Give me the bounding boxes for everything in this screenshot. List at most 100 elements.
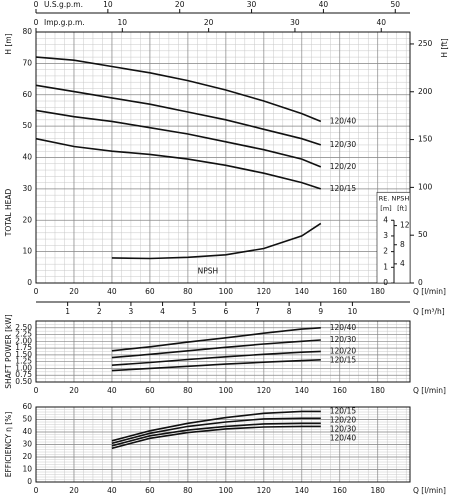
npsh-m-tick-label: 4 xyxy=(383,215,388,224)
x-tick-label: 180 xyxy=(371,287,386,296)
x-tick-label: 160 xyxy=(333,287,348,296)
x-tick-label: 20 xyxy=(69,386,79,395)
x-tick-label: 140 xyxy=(295,486,310,495)
x-tick-label: 40 xyxy=(107,486,117,495)
series-line xyxy=(111,350,321,366)
y-axis-title: TOTAL HEAD xyxy=(4,189,13,238)
series-label: 120/40 xyxy=(330,116,357,125)
top-axis-tick-label: 50 xyxy=(390,0,400,9)
npsh-m-tick-label: 3 xyxy=(383,231,388,240)
x-axis-label: Q [l/min] xyxy=(413,287,446,296)
x-axis-label: Q [l/min] xyxy=(413,386,446,395)
top-axis-tick-label: 10 xyxy=(103,0,113,9)
y-tick-label: 1.50 xyxy=(15,350,32,359)
x-tick-label: 20 xyxy=(69,486,79,495)
x-tick-label: 40 xyxy=(107,386,117,395)
y-tick-label: 50 xyxy=(22,415,32,424)
top-axis-tick-label: 0 xyxy=(34,18,39,27)
y2-axis-label: H [ft] xyxy=(440,38,449,57)
x-tick-label: 80 xyxy=(183,486,193,495)
x-tick-label: 60 xyxy=(145,486,155,495)
npsh-ft-tick-label: 8 xyxy=(400,240,405,249)
series-line xyxy=(35,84,322,146)
y-tick-label: 30 xyxy=(22,184,32,193)
y-tick-label: 2.25 xyxy=(15,330,32,339)
y-tick-label: 10 xyxy=(22,465,32,474)
y-tick-label: 40 xyxy=(22,427,32,436)
plot-frame xyxy=(35,406,411,483)
y-tick-label: 50 xyxy=(22,121,32,130)
y-tick-label: 60 xyxy=(22,402,32,411)
series-label: 120/40 xyxy=(330,323,357,332)
npsh-label: NPSH xyxy=(198,266,219,275)
bottom-axis2-tick-label: 3 xyxy=(129,307,134,316)
top-axis-label: Imp.g.p.m. xyxy=(44,18,85,27)
y-tick-label: 0.50 xyxy=(15,377,32,386)
x-tick-label: 100 xyxy=(219,386,234,395)
bottom-axis2-tick-label: 5 xyxy=(192,307,197,316)
x-tick-label: 0 xyxy=(34,287,39,296)
y2-tick-label: 250 xyxy=(418,39,433,48)
series-label: 120/15 xyxy=(330,355,357,364)
y-tick-label: 10 xyxy=(22,247,32,256)
npsh-ft-tick-label: 12 xyxy=(400,221,410,230)
y2-tick-label: 50 xyxy=(418,230,428,239)
top-axis-tick-label: 20 xyxy=(175,0,185,9)
plot-frame xyxy=(35,320,411,383)
series-line xyxy=(111,425,321,450)
x-tick-label: 60 xyxy=(145,287,155,296)
series-label: 120/20 xyxy=(330,162,357,171)
y-axis-label: H [m] xyxy=(4,33,13,54)
series-label: 120/20 xyxy=(330,346,357,355)
y-axis-label: SHAFT POWER [kW] xyxy=(4,314,13,389)
y2-tick-label: 200 xyxy=(418,87,433,96)
bottom-axis2-tick-label: 4 xyxy=(160,307,165,316)
x-tick-label: 0 xyxy=(34,386,39,395)
x-tick-label: 20 xyxy=(69,287,79,296)
y2-tick-label: 100 xyxy=(418,182,433,191)
y-tick-label: 20 xyxy=(22,452,32,461)
x-tick-label: 40 xyxy=(107,287,117,296)
y-tick-label: 0 xyxy=(27,278,32,287)
npsh-unit-m: [m] xyxy=(380,204,391,212)
series-line xyxy=(35,137,322,190)
top-axis-tick-label: 40 xyxy=(319,0,329,9)
x-tick-label: 120 xyxy=(257,386,272,395)
x-tick-label: 180 xyxy=(371,486,386,495)
bottom-axis2-tick-label: 7 xyxy=(255,307,260,316)
x-tick-label: 0 xyxy=(34,486,39,495)
x-axis-label: Q [l/min] xyxy=(413,486,446,495)
top-axis-tick-label: 10 xyxy=(118,18,128,27)
y-tick-label: 2.00 xyxy=(15,336,32,345)
y-tick-label: 1.00 xyxy=(15,363,32,372)
series-label: 120/40 xyxy=(330,433,357,442)
y-tick-label: 70 xyxy=(22,58,32,67)
series-label: 120/15 xyxy=(330,184,357,193)
bottom-axis2-tick-label: 6 xyxy=(223,307,228,316)
y-axis-label: EFFICIENCY η [%] xyxy=(4,412,13,478)
series-line xyxy=(111,422,321,447)
series-line xyxy=(35,56,322,123)
x-tick-label: 120 xyxy=(257,287,272,296)
series-label: 120/15 xyxy=(330,406,357,415)
series-label: 120/30 xyxy=(330,335,357,344)
bottom-axis2-tick-label: 2 xyxy=(97,307,102,316)
y-tick-label: 40 xyxy=(22,153,32,162)
y-tick-label: 60 xyxy=(22,90,32,99)
bottom-axis2-tick-label: 10 xyxy=(348,307,358,316)
series-line xyxy=(111,359,321,372)
series-line xyxy=(111,339,321,359)
y2-tick-label: 0 xyxy=(418,278,423,287)
npsh-ft-tick-label: 4 xyxy=(400,259,405,268)
npsh-m-tick-label: 1 xyxy=(383,262,388,271)
npsh-m-tick-label: 2 xyxy=(383,247,388,256)
npsh-m-tick-label: 0 xyxy=(383,278,388,287)
top-axis-tick-label: 30 xyxy=(290,18,300,27)
y-tick-label: 1.25 xyxy=(15,357,32,366)
top-axis-tick-label: 40 xyxy=(376,18,386,27)
x-tick-label: 160 xyxy=(333,486,348,495)
x-tick-label: 100 xyxy=(219,486,234,495)
y-tick-label: 0 xyxy=(27,477,32,486)
top-axis-label: U.S.g.p.m. xyxy=(44,0,83,9)
